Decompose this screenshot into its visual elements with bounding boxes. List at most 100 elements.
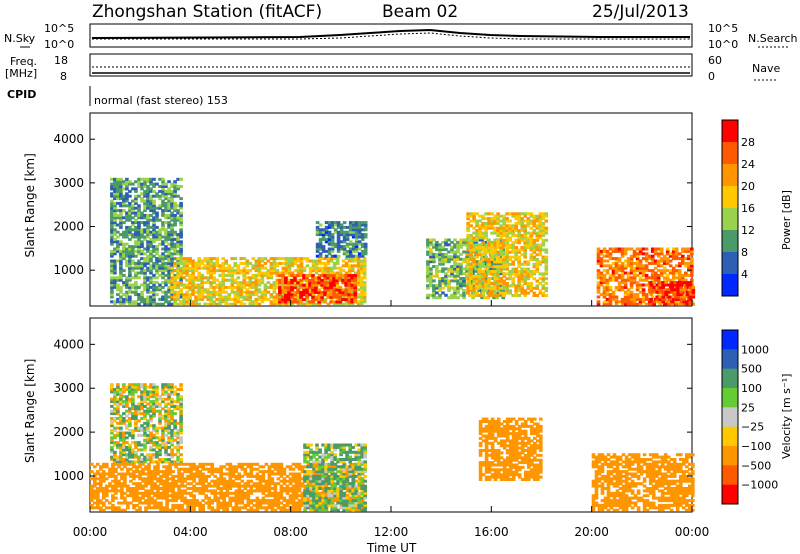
data-cell (526, 224, 531, 228)
data-cell (102, 479, 106, 483)
data-cell (128, 247, 132, 251)
data-cell (167, 429, 171, 432)
data-cell (478, 246, 482, 249)
data-cell (194, 302, 198, 306)
data-cell (174, 479, 178, 483)
data-cell (691, 288, 696, 292)
data-cell (116, 390, 120, 394)
data-cell (128, 407, 132, 411)
data-cell (323, 274, 327, 278)
data-cell (96, 503, 100, 507)
data-cell (538, 272, 543, 276)
data-cell (308, 281, 312, 285)
data-cell (134, 206, 138, 210)
data-cell (176, 233, 180, 237)
data-cell (162, 506, 166, 510)
data-cell (538, 221, 543, 225)
data-cell (161, 445, 165, 449)
data-cell (679, 293, 684, 297)
data-cell (140, 300, 144, 304)
data-cell (505, 284, 509, 288)
data-cell (155, 266, 159, 270)
data-cells (90, 383, 695, 512)
data-cell (143, 383, 147, 387)
data-cell (179, 266, 183, 270)
data-cell (140, 252, 144, 256)
data-cell (505, 241, 509, 245)
data-cell (128, 211, 132, 215)
data-cell (514, 289, 518, 293)
data-cell (278, 302, 283, 306)
data-cell (149, 395, 153, 399)
data-cell (140, 290, 144, 294)
data-cell (156, 501, 160, 505)
data-cell (182, 269, 186, 273)
data-cell (362, 266, 367, 270)
data-cell (332, 295, 336, 299)
data-cell (323, 276, 327, 280)
data-cell (206, 257, 210, 261)
data-cell (128, 429, 132, 432)
data-cell (164, 429, 168, 432)
data-cell (96, 470, 100, 474)
data-cell (487, 221, 491, 225)
data-cell (608, 254, 613, 258)
data-cell (174, 474, 178, 478)
data-cell (602, 264, 607, 268)
colorbar-tick-label: 4 (741, 268, 748, 281)
y-axis-label: Slant Range [km] (23, 153, 37, 257)
data-cell (174, 462, 178, 466)
data-cell (462, 250, 466, 254)
data-cell (170, 264, 174, 268)
data-cell (472, 294, 476, 297)
data-cell (197, 271, 201, 275)
data-cell (435, 269, 439, 273)
data-cell (119, 421, 123, 425)
data-cell (462, 277, 466, 280)
data-cell (149, 297, 153, 301)
data-cell (117, 484, 121, 488)
data-cell (173, 249, 177, 253)
data-cell (481, 272, 485, 276)
data-cell (164, 261, 168, 265)
data-cell (134, 261, 138, 265)
data-cell (152, 240, 156, 244)
data-cell (314, 269, 319, 273)
data-cell (469, 270, 473, 273)
data-cell (538, 212, 543, 216)
data-cell (538, 282, 543, 285)
data-cell (128, 257, 132, 261)
data-cell (362, 293, 367, 297)
data-cell (161, 180, 165, 184)
data-cell (357, 247, 362, 251)
data-cell (535, 226, 540, 230)
data-cell (125, 252, 129, 256)
data-cell (614, 295, 619, 299)
data-cell (671, 254, 676, 258)
data-cell (338, 271, 343, 275)
data-cell (152, 448, 156, 452)
data-cell (336, 240, 341, 244)
data-cell (215, 261, 219, 265)
data-cell (688, 285, 693, 289)
data-cell (102, 494, 106, 498)
data-cell (122, 252, 126, 256)
data-cell (496, 274, 500, 278)
data-cell (254, 269, 259, 273)
data-cell (342, 249, 347, 253)
data-cell (125, 278, 129, 282)
data-cell (176, 445, 180, 449)
data-cell (362, 288, 367, 292)
data-cell (176, 252, 180, 256)
data-cell (490, 291, 494, 295)
data-cell (538, 217, 543, 221)
data-cell (168, 484, 172, 488)
data-cell (191, 278, 195, 282)
data-cell (472, 289, 476, 293)
data-cell (257, 288, 262, 292)
data-cell (135, 494, 139, 498)
data-cell (173, 300, 177, 304)
data-cell (456, 279, 460, 283)
data-cell (287, 273, 292, 277)
data-cell (341, 302, 346, 306)
